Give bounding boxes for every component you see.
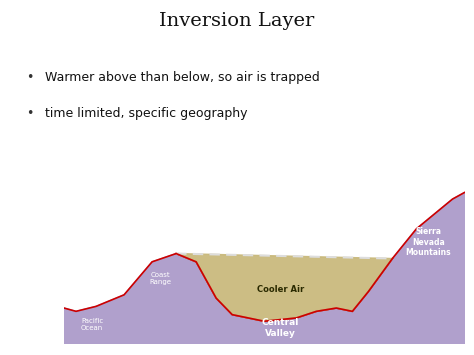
Text: Inversion
Layer: Inversion Layer <box>132 219 172 239</box>
Text: Warmer Air: Warmer Air <box>257 221 311 230</box>
Text: Cooler Air: Cooler Air <box>256 285 304 294</box>
Text: •: • <box>26 71 34 84</box>
Polygon shape <box>176 253 392 321</box>
Text: Central
Valley: Central Valley <box>262 318 299 338</box>
Polygon shape <box>64 192 465 344</box>
Text: Sierra
Nevada
Mountains: Sierra Nevada Mountains <box>406 227 451 257</box>
Text: Coast
Range: Coast Range <box>149 272 171 285</box>
Text: Warmer above than below, so air is trapped: Warmer above than below, so air is trapp… <box>45 71 320 84</box>
Text: •: • <box>26 106 34 120</box>
Text: time limited, specific geography: time limited, specific geography <box>45 106 247 120</box>
Text: Pacific
Ocean: Pacific Ocean <box>81 318 103 331</box>
Text: Inversion Layer: Inversion Layer <box>159 12 315 31</box>
